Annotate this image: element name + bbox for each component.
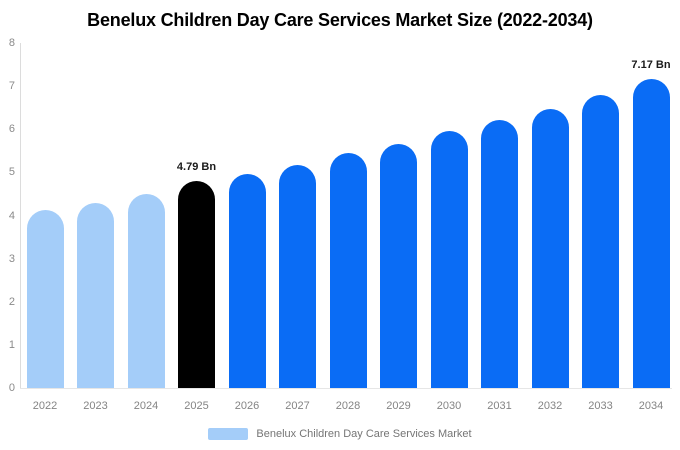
y-tick-label: 0 <box>8 382 15 394</box>
bar-2032 <box>531 108 569 388</box>
x-tick-label-2032: 2032 <box>537 400 563 412</box>
data-label-2025: 4.79 Bn <box>176 161 217 174</box>
y-tick-label: 5 <box>8 166 15 179</box>
x-tick-label-2031: 2031 <box>487 400 512 412</box>
x-tick-label-2027: 2027 <box>285 400 310 412</box>
bar-2028 <box>329 153 367 388</box>
legend: Benelux Children Day Care Services Marke… <box>0 428 680 440</box>
bar-2030 <box>430 131 468 388</box>
bar-2026 <box>228 173 266 388</box>
x-tick-label-2030: 2030 <box>436 400 462 412</box>
data-label-2034: 7.17 Bn <box>631 58 671 71</box>
x-tick-label-2024: 2024 <box>133 400 159 412</box>
x-tick-label-2026: 2026 <box>234 400 260 412</box>
y-tick-label: 2 <box>8 295 15 308</box>
y-tick-label: 4 <box>8 209 15 222</box>
x-tick-label-2029: 2029 <box>386 400 411 412</box>
y-tick-label: 1 <box>8 338 15 351</box>
x-axis-baseline <box>20 388 672 389</box>
legend-swatch <box>208 428 249 440</box>
legend-label: Benelux Children Day Care Services Marke… <box>256 428 472 440</box>
chart-title: Benelux Children Day Care Services Marke… <box>87 10 593 30</box>
bar-2031 <box>481 119 518 388</box>
x-tick-label-2022: 2022 <box>32 400 58 412</box>
y-tick-label: 8 <box>8 37 15 49</box>
y-tick-label: 3 <box>8 252 15 265</box>
y-tick-label: 6 <box>8 123 15 136</box>
x-tick-label-2033: 2033 <box>588 400 613 412</box>
bar-2033 <box>582 94 619 388</box>
x-tick-label-2025: 2025 <box>184 400 209 412</box>
bar-2025 <box>178 181 215 388</box>
bar-2022 <box>26 210 64 388</box>
x-tick-label-2034: 2034 <box>638 400 664 412</box>
bar-2027 <box>279 164 316 388</box>
bar-2023 <box>77 202 114 388</box>
bar-2034 <box>632 78 670 388</box>
bar-2029 <box>380 143 417 388</box>
y-axis-line <box>20 43 21 389</box>
x-tick-label-2023: 2023 <box>83 400 108 412</box>
bar-2024 <box>127 193 165 388</box>
y-tick-label: 7 <box>8 80 15 93</box>
x-tick-label-2028: 2028 <box>335 400 361 412</box>
